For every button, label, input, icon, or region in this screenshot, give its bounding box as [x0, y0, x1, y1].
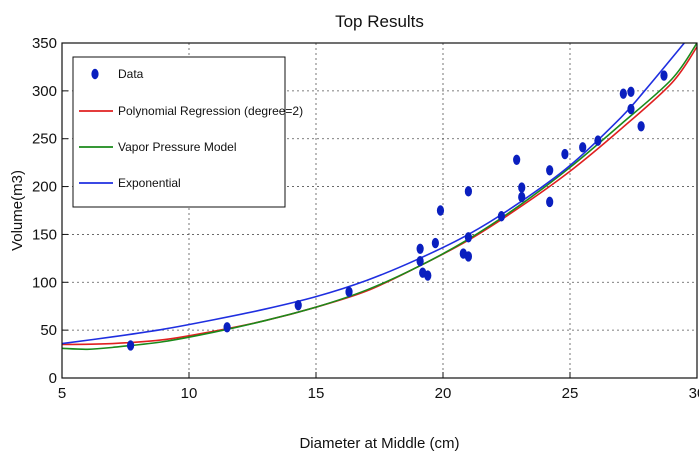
x-tick-label: 25: [562, 385, 579, 402]
legend-label-data: Data: [118, 67, 144, 81]
data-point: [627, 103, 635, 115]
data-point: [464, 232, 472, 243]
data-point: [464, 186, 472, 197]
data-point: [637, 121, 645, 132]
legend-label-0: Polynomial Regression (degree=2): [118, 104, 303, 118]
x-tick-label: 15: [308, 385, 325, 402]
data-point: [294, 300, 302, 311]
data-point: [513, 154, 521, 165]
data-point: [223, 322, 231, 333]
y-tick-label: 250: [32, 131, 57, 148]
legend-marker-data: [91, 68, 99, 80]
y-tick-label: 50: [40, 322, 57, 339]
data-point: [431, 237, 439, 249]
data-point: [518, 182, 526, 193]
data-points: [126, 70, 668, 351]
y-tick-label: 350: [32, 35, 57, 52]
legend-label-2: Exponential: [118, 176, 181, 190]
legend: Data Polynomial Regression (degree=2) Vapo…: [72, 56, 303, 208]
x-tick-label: 20: [435, 385, 452, 402]
y-tick-label: 300: [32, 83, 57, 100]
y-tick-label: 0: [49, 370, 57, 387]
y-tick-label: 150: [32, 226, 57, 243]
y-tick-label: 200: [32, 179, 57, 196]
data-point: [594, 135, 602, 146]
x-tick-label: 30: [689, 385, 699, 402]
legend-label-1: Vapor Pressure Model: [118, 140, 237, 154]
data-point: [579, 142, 587, 153]
data-point: [619, 88, 627, 99]
data-point: [345, 286, 353, 298]
data-point: [627, 86, 635, 98]
y-tick-label: 100: [32, 274, 57, 291]
legend-box: [72, 56, 286, 208]
plot-frame: [61, 42, 698, 379]
tick-labels: 51015202530050100150200250300350: [32, 35, 699, 402]
data-point: [416, 243, 424, 254]
data-point: [561, 148, 569, 160]
series-line-2: [62, 43, 685, 345]
data-point: [416, 256, 424, 267]
x-tick-label: 5: [58, 385, 66, 402]
data-point: [464, 251, 472, 262]
data-point: [497, 211, 506, 222]
data-point: [126, 340, 135, 351]
data-point: [436, 205, 445, 216]
y-axis-title: Volume(m3): [9, 170, 26, 251]
x-tick-label: 10: [181, 385, 198, 402]
data-point: [518, 191, 526, 203]
data-point: [424, 270, 432, 281]
legend-entries: Data Polynomial Regression (degree=2) Vapo…: [79, 67, 303, 190]
x-axis-title: Diameter at Middle (cm): [299, 435, 459, 452]
data-point: [546, 196, 554, 208]
chart-title: Top Results: [335, 12, 424, 31]
data-point: [660, 70, 668, 81]
data-point: [546, 165, 554, 176]
